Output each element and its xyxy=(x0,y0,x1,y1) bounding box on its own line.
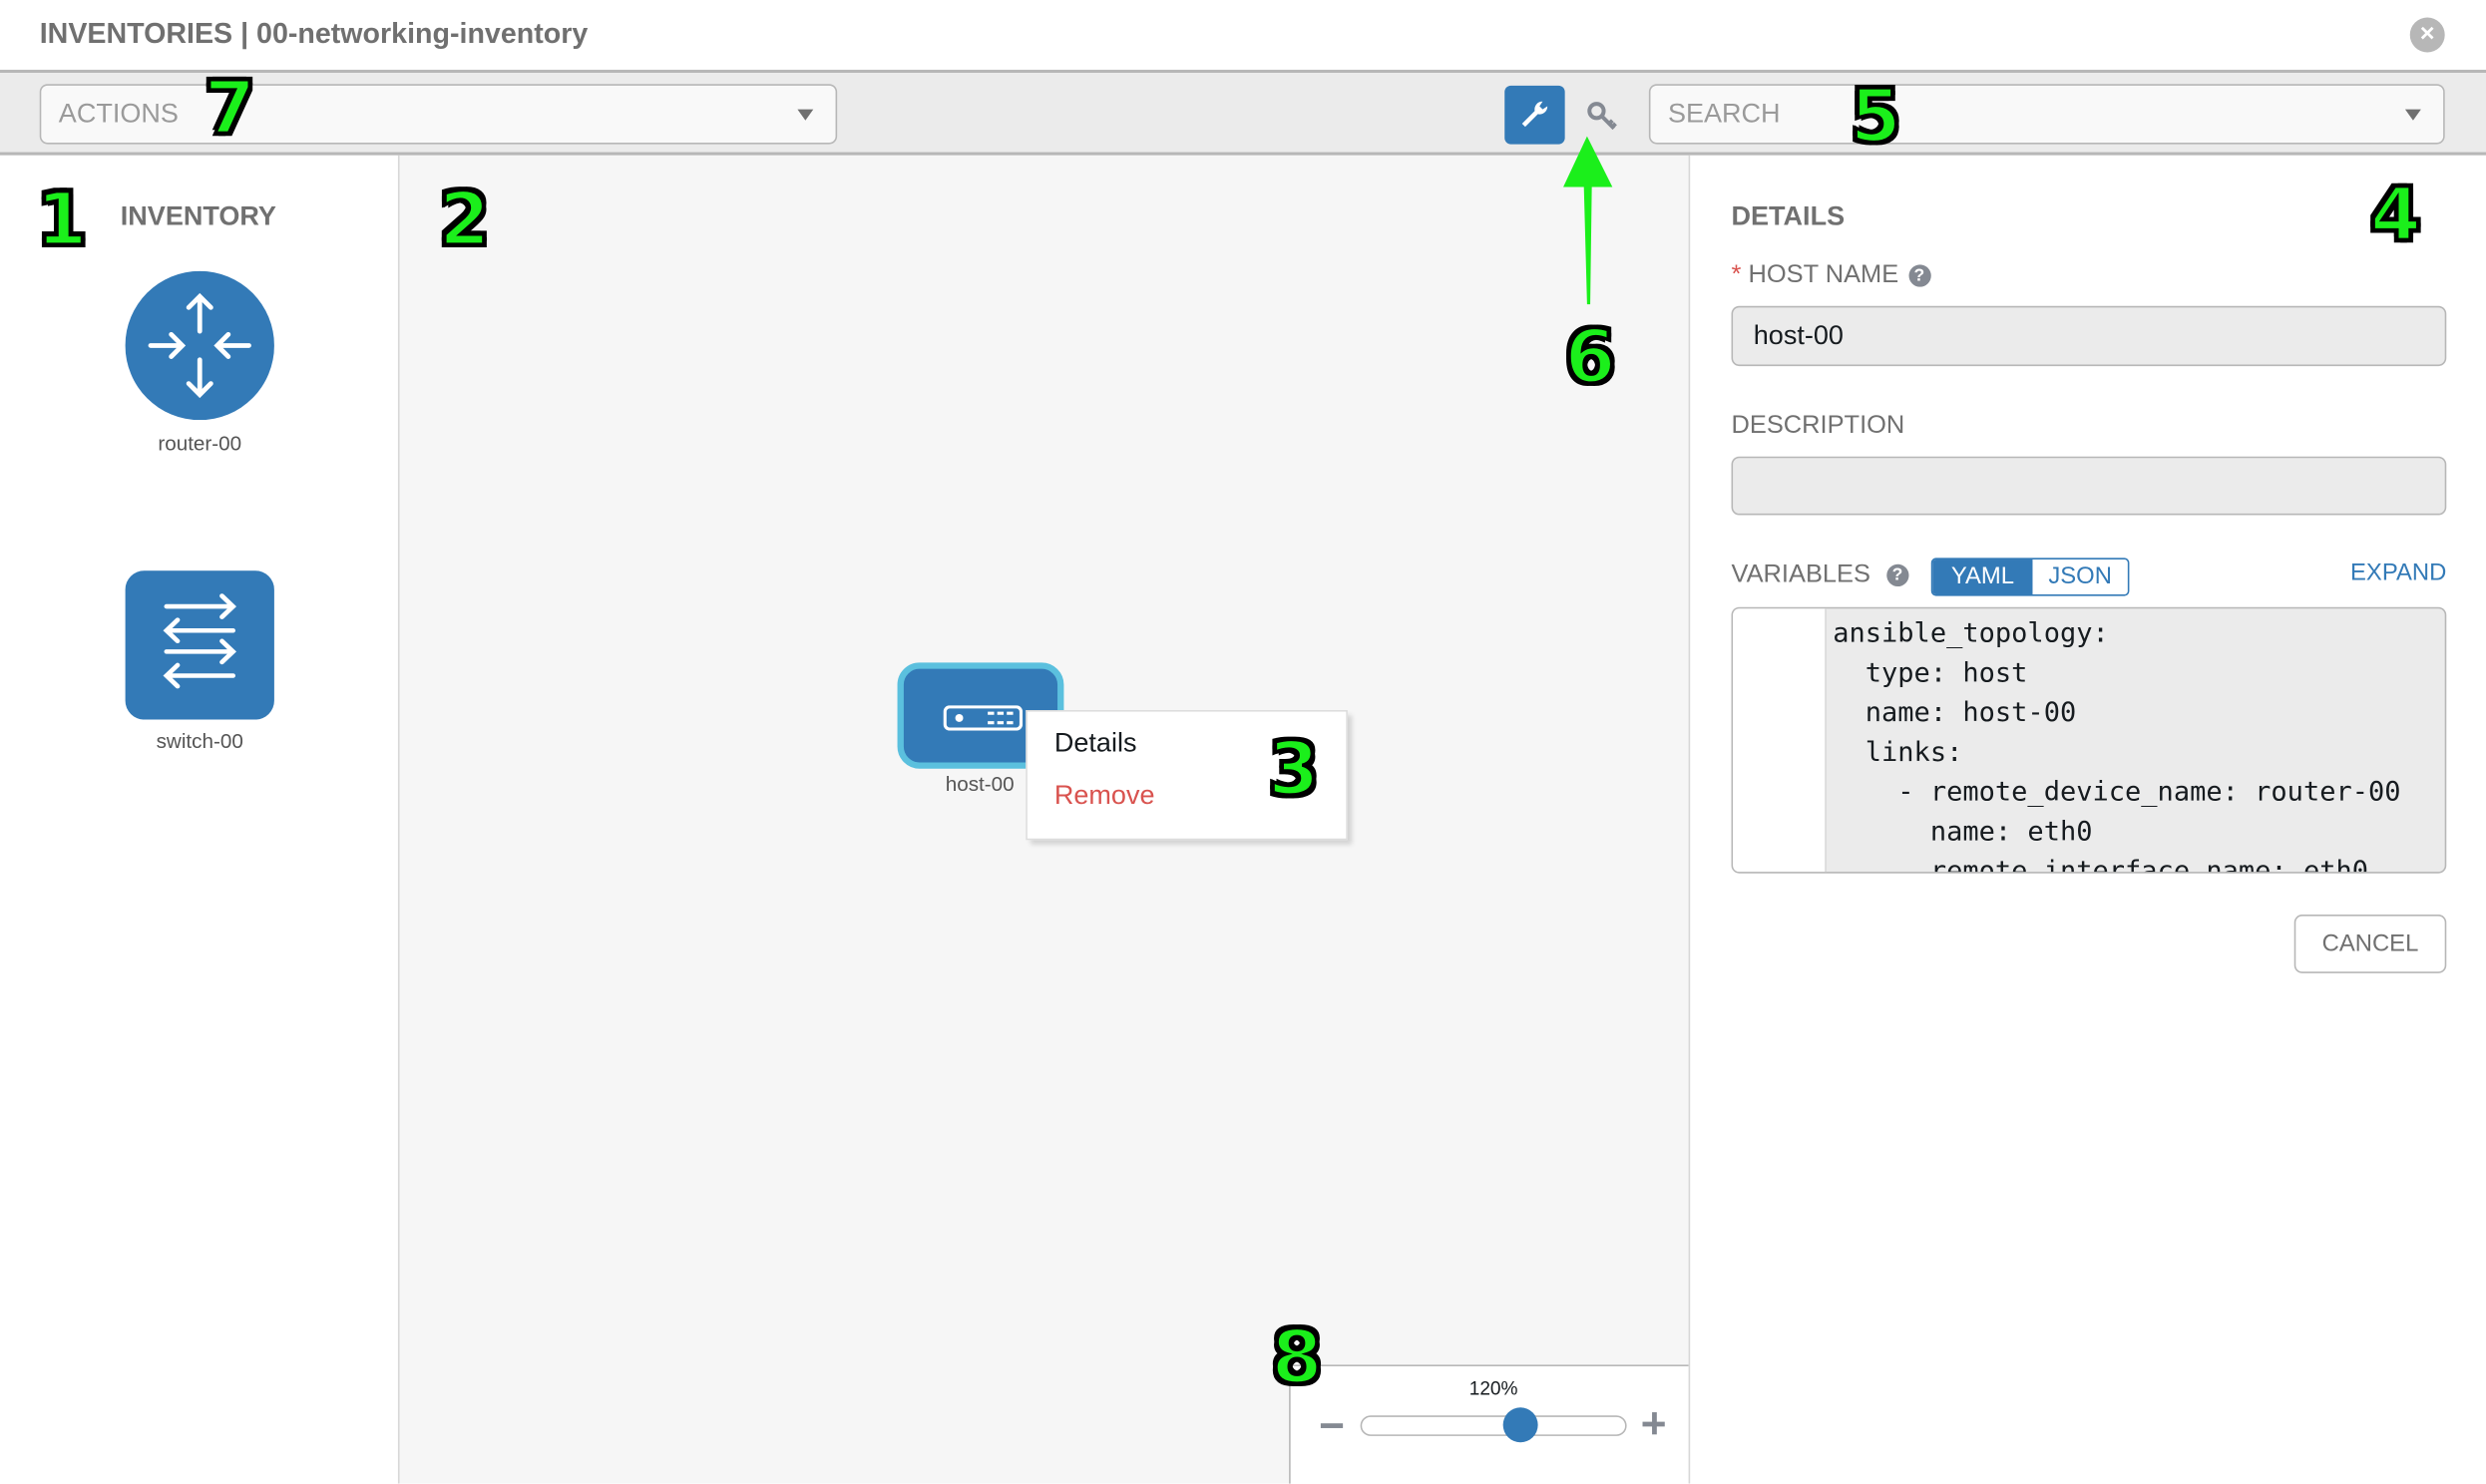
wrench-icon xyxy=(1521,101,1548,128)
line-number: 5 xyxy=(1733,777,1734,809)
variables-label: VARIABLES? xyxy=(1732,561,1909,590)
code-line: ansible_topology: xyxy=(1833,617,2109,650)
host-name-label: * HOST NAME? xyxy=(1732,261,1930,290)
description-label: DESCRIPTION xyxy=(1731,412,1905,440)
inventory-item-label: switch-00 xyxy=(156,729,243,753)
page-title: INVENTORIES | 00-networking-inventory xyxy=(39,17,589,50)
annotation-1: 1 xyxy=(35,176,89,262)
inventory-item-router[interactable] xyxy=(125,270,274,421)
context-menu-remove[interactable]: Remove xyxy=(1053,779,1155,811)
search-dropdown[interactable]: SEARCH xyxy=(1648,84,2445,145)
annotation-6: 6 xyxy=(1563,313,1617,400)
format-toggle: YAML JSON xyxy=(1930,557,2130,596)
details-title: DETAILS xyxy=(1731,200,1846,232)
line-number: 3 xyxy=(1733,697,1734,729)
context-menu-details[interactable]: Details xyxy=(1053,727,1137,758)
code-line: name: eth0 xyxy=(1833,816,2093,849)
router-icon xyxy=(125,270,274,421)
wrench-button[interactable] xyxy=(1504,85,1565,145)
inventory-item-label: router-00 xyxy=(158,431,242,456)
context-menu: Details Remove xyxy=(1026,710,1348,841)
close-icon[interactable]: × xyxy=(2409,17,2445,53)
line-number: 1 xyxy=(1733,618,1734,650)
line-number: 2 xyxy=(1733,658,1734,690)
code-line: type: host xyxy=(1833,657,2028,690)
zoom-slider[interactable] xyxy=(1360,1415,1627,1436)
annotation-7: 7 xyxy=(203,65,256,151)
line-number: 4 xyxy=(1733,737,1734,769)
key-icon xyxy=(1587,102,1617,131)
inventory-panel: INVENTORY router-00 switch-00 xyxy=(0,155,400,1484)
description-input[interactable] xyxy=(1731,456,2447,516)
chevron-down-icon xyxy=(797,109,814,121)
help-icon[interactable]: ? xyxy=(1907,264,1930,287)
code-line: remote_interface_name: eth0 xyxy=(1833,856,2369,874)
zoom-slider-thumb[interactable] xyxy=(1502,1407,1538,1443)
cancel-button[interactable]: CANCEL xyxy=(2293,915,2447,973)
actions-dropdown[interactable]: ACTIONS xyxy=(39,84,838,145)
variables-code-editor[interactable]: 1 ansible_topology: 2 type: host 3 name: ho… xyxy=(1731,606,2447,874)
annotation-5: 5 xyxy=(1849,73,1902,159)
yaml-toggle[interactable]: YAML xyxy=(1932,559,2033,594)
annotation-arrow-icon xyxy=(1563,136,1613,305)
details-panel: DETAILS * HOST NAME? host-00 DESCRIPTION… xyxy=(1688,155,2486,1484)
zoom-in-icon[interactable] xyxy=(1642,1412,1665,1435)
host-name-label-text: HOST NAME xyxy=(1748,261,1899,289)
inventory-item-switch[interactable] xyxy=(125,570,274,720)
host-node-label: host-00 xyxy=(945,771,1015,796)
code-line: - remote_device_name: router-00 xyxy=(1833,776,2401,809)
key-button[interactable] xyxy=(1577,86,1628,145)
zoom-out-icon[interactable] xyxy=(1320,1423,1344,1428)
toolbar: ACTIONS SEARCH xyxy=(0,73,2486,156)
help-icon[interactable]: ? xyxy=(1885,563,1909,587)
json-toggle[interactable]: JSON xyxy=(2048,562,2112,590)
actions-placeholder: ACTIONS xyxy=(58,98,179,129)
annotation-2: 2 xyxy=(438,176,492,262)
chevron-down-icon xyxy=(2404,109,2421,121)
host-icon xyxy=(943,705,1024,731)
title-bar: INVENTORIES | 00-networking-inventory × xyxy=(0,0,2486,74)
topology-canvas[interactable]: host-00 Details Remove 120% xyxy=(399,155,1691,1484)
annotation-8: 8 xyxy=(1270,1313,1324,1400)
zoom-level-label: 120% xyxy=(1468,1377,1518,1400)
code-line: links: xyxy=(1833,737,1963,769)
inventory-title: INVENTORY xyxy=(120,200,276,232)
expand-link[interactable]: EXPAND xyxy=(2350,559,2447,587)
annotation-4: 4 xyxy=(2368,171,2422,257)
required-asterisk: * xyxy=(1731,261,1749,289)
zoom-widget: 120% xyxy=(1289,1364,1691,1484)
line-number: 6 xyxy=(1733,816,1734,848)
host-name-input[interactable]: host-00 xyxy=(1731,305,2447,367)
line-number-gutter xyxy=(1733,608,1827,873)
code-line: name: host-00 xyxy=(1833,697,2077,730)
annotation-3: 3 xyxy=(1267,725,1321,812)
line-number: 7 xyxy=(1733,856,1734,872)
switch-icon xyxy=(125,570,274,720)
variables-label-text: VARIABLES xyxy=(1731,560,1870,588)
search-placeholder: SEARCH xyxy=(1667,98,1781,129)
